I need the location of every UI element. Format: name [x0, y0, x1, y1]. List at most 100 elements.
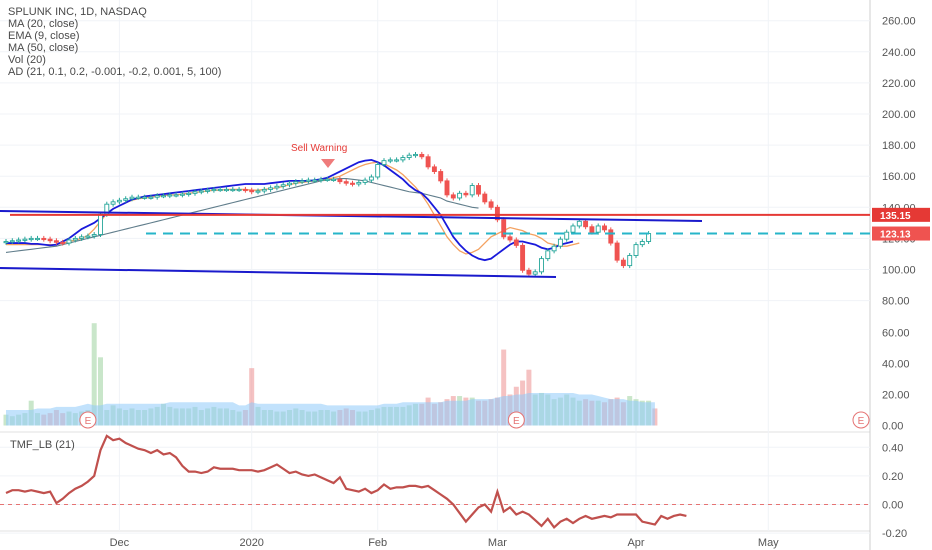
candle-body	[400, 157, 406, 161]
candle-body	[35, 237, 40, 241]
candle-body	[53, 240, 59, 243]
candle-body	[255, 190, 261, 193]
candle-body	[47, 238, 53, 242]
candle-body	[72, 237, 78, 241]
candle-body	[280, 184, 286, 187]
upper-channel-line	[0, 210, 703, 222]
price-tag-label: 135.15	[880, 211, 911, 222]
candle-body	[287, 182, 292, 186]
candle-body	[431, 166, 437, 172]
price-tick-label: 220.00	[882, 78, 916, 90]
volume-tick-label: 60.00	[882, 328, 910, 340]
candle-body	[646, 233, 652, 242]
candle-body	[198, 190, 204, 193]
candle-body	[186, 192, 192, 195]
earnings-marker-label: E	[858, 416, 865, 427]
candle-body	[444, 180, 450, 196]
price-tag	[872, 207, 930, 222]
x-tick-label: Mar	[488, 537, 507, 549]
candle-body	[570, 225, 576, 233]
candle-body	[312, 179, 318, 182]
candle-body	[627, 255, 633, 267]
candle-body	[135, 196, 141, 199]
candle-body	[387, 159, 393, 162]
candle-body	[179, 193, 185, 196]
candle-body	[318, 178, 324, 181]
tmf-tick-label: 0.00	[882, 500, 903, 512]
candle-body	[249, 189, 255, 193]
candle-body	[293, 181, 299, 184]
legend-title: SPLUNK INC, 1D, NASDAQ	[8, 6, 147, 18]
price-tick-label: 200.00	[882, 109, 916, 121]
legend-ema9: EMA (9, close)	[8, 30, 80, 42]
candle-body	[268, 187, 274, 190]
tmf-tick-label: 0.40	[882, 442, 903, 454]
candlesticks	[3, 151, 652, 277]
candle-body	[217, 188, 223, 192]
candle-body	[463, 192, 469, 196]
candle-body	[362, 179, 368, 183]
earnings-marker	[79, 411, 97, 429]
candle-body	[167, 194, 173, 197]
candle-body	[161, 195, 166, 198]
earnings-marker	[852, 411, 870, 429]
tmf-pane	[0, 434, 870, 530]
candle-body	[520, 244, 526, 271]
candle-body	[142, 196, 148, 199]
candle-body	[41, 237, 47, 241]
candle-body	[85, 235, 91, 238]
price-tick-label: 180.00	[882, 140, 916, 152]
candle-body	[608, 229, 614, 244]
candle-body	[3, 241, 9, 244]
legend-vol: Vol (20)	[8, 54, 46, 66]
candle-body	[482, 193, 488, 203]
price-tag	[872, 226, 930, 241]
candle-body	[337, 178, 343, 183]
price-tick-label: 80.00	[882, 296, 910, 308]
candle-body	[224, 188, 229, 192]
volume-bar	[501, 349, 507, 426]
tmf-line	[5, 434, 687, 530]
candle-body	[513, 239, 519, 246]
legend: SPLUNK INC, 1D, NASDAQ MA (20, close) EM…	[8, 6, 221, 78]
candle-body	[620, 259, 626, 267]
candle-body	[494, 206, 500, 221]
x-tick-label: 2020	[239, 537, 263, 549]
candle-body	[375, 164, 381, 178]
candle-body	[173, 194, 179, 197]
x-tick-label: Apr	[627, 537, 644, 549]
volume-bar	[249, 368, 255, 426]
candle-body	[633, 244, 639, 256]
candle-body	[413, 153, 418, 157]
candle-body	[28, 237, 34, 241]
candle-body	[205, 189, 211, 192]
candle-body	[22, 238, 28, 241]
candle-body	[602, 225, 607, 231]
lower-channel-line	[0, 267, 557, 278]
candle-body	[299, 180, 305, 183]
volume-bar	[91, 323, 97, 426]
trend-drawings[interactable]	[0, 210, 870, 278]
candle-body	[488, 201, 494, 208]
legend-ma50: MA (50, close)	[8, 42, 78, 54]
axes: Dec 2020 Feb Mar Apr May 260.00 240.00 220.00 200…	[110, 16, 930, 549]
candle-body	[305, 179, 311, 182]
candle-body	[154, 195, 160, 198]
candle-body	[98, 213, 103, 235]
legend-ad: AD (21, 0.1, 0.2, -0.001, -0.2, 0.001, 5…	[8, 66, 221, 78]
candle-body	[236, 188, 242, 192]
candle-body	[438, 171, 444, 182]
candle-body	[469, 185, 475, 196]
earnings-marker-label: E	[85, 416, 92, 427]
candle-body	[91, 234, 97, 237]
candle-body	[242, 188, 248, 192]
candle-body	[116, 199, 122, 203]
volume-bar	[98, 357, 103, 426]
candle-body	[60, 241, 66, 244]
candle-body	[501, 219, 507, 238]
candle-body	[211, 188, 217, 192]
sell-warning-arrow	[321, 159, 335, 168]
tmf-label: TMF_LB (21)	[10, 439, 75, 451]
candle-body	[261, 188, 267, 192]
